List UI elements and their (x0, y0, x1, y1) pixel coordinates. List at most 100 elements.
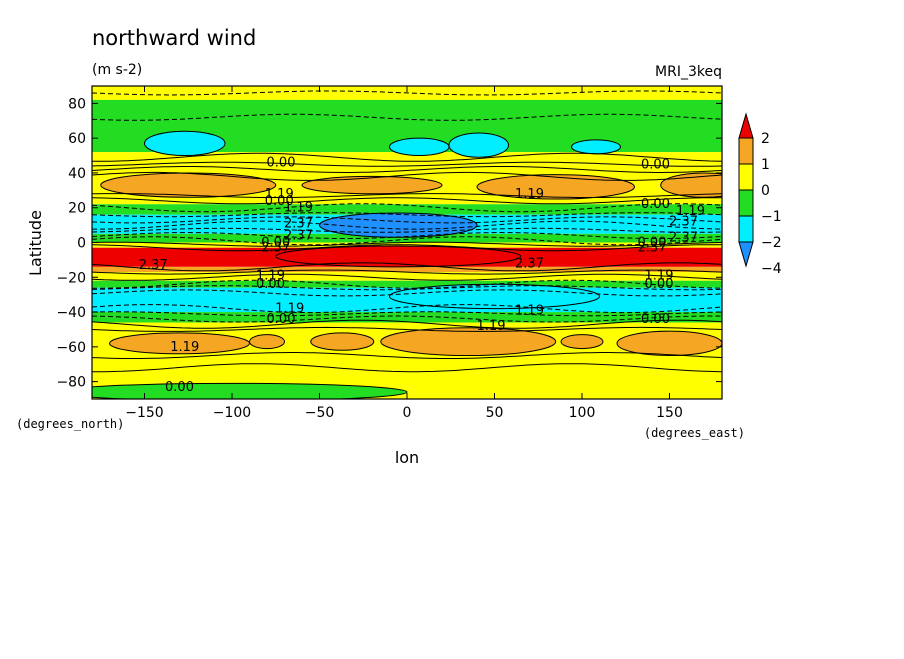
contour-lines (92, 90, 722, 373)
colorbar-segment (738, 163, 754, 191)
y-tick-label: 20 (68, 201, 86, 217)
contour-line (92, 319, 722, 329)
colorbar-segment (738, 215, 754, 243)
contour-label: 2.37 (261, 241, 290, 256)
x-axis: −150 −100 −50 0 50 100 150 (125, 86, 683, 421)
contour-line (92, 262, 722, 272)
contour-label: 0.00 (641, 312, 670, 327)
contour-region (560, 334, 604, 350)
contour-line (92, 269, 722, 275)
contour-line (92, 363, 722, 373)
contour-label: 0.00 (165, 380, 194, 395)
contour-label: 2.37 (284, 216, 313, 231)
contour-band (92, 204, 722, 215)
x-axis-label: lon (395, 448, 419, 467)
contour-label: 0.00 (645, 277, 674, 292)
contour-label: 0.00 (267, 312, 296, 327)
y-tick-label: 40 (68, 166, 86, 182)
contour-label: 1.19 (515, 187, 544, 202)
y-tick-label: 60 (68, 131, 86, 147)
contour-band (92, 280, 722, 288)
contour-line (92, 166, 722, 173)
contour-line (92, 244, 722, 252)
plot-area (92, 86, 722, 399)
contour-label: 1.19 (265, 187, 294, 202)
contour-line (92, 304, 722, 314)
contour-line (92, 212, 722, 218)
colorbar-label: 0 (761, 183, 770, 199)
contour-line (92, 216, 722, 224)
y-tick-label: −20 (56, 270, 86, 286)
chart-title: northward wind (92, 26, 256, 50)
y-axis-label: Latitude (26, 210, 45, 276)
colorbar-label: −4 (761, 261, 782, 277)
contour-region (249, 334, 285, 350)
contour-line (92, 311, 722, 317)
y-axis: 80 60 40 20 0 −20 −40 −60 −80 (56, 96, 722, 391)
colorbar-label: −1 (761, 209, 782, 225)
contour-line (92, 113, 722, 121)
colorbar-label: 2 (761, 131, 770, 147)
contour-band (92, 233, 722, 243)
contour-line (92, 161, 722, 167)
colorbar-label: −2 (761, 235, 782, 251)
contour-label: 0.00 (638, 236, 667, 251)
y-tick-label: 0 (77, 236, 86, 252)
contour-line (92, 279, 722, 289)
contour-region (448, 132, 509, 158)
contour-line (92, 273, 722, 281)
contour-line (92, 289, 722, 297)
contour-line (92, 227, 722, 233)
contour-label: 1.19 (676, 204, 705, 219)
contour-band (92, 272, 722, 281)
colorbar-arrow-bottom (738, 241, 754, 268)
x-tick-label: −50 (305, 405, 335, 421)
contour-label: 1.19 (275, 302, 304, 317)
contour-label: 2.37 (669, 215, 698, 230)
contour-line (92, 152, 722, 162)
x-tick-label: −150 (125, 405, 163, 421)
contour-band (92, 199, 722, 205)
contour-region (144, 130, 226, 157)
contour-line (92, 90, 722, 96)
contour-region (275, 245, 522, 268)
x-tick-label: 100 (569, 405, 596, 421)
contour-label: 2.37 (284, 229, 313, 244)
contour-band (92, 152, 722, 165)
contour-line (92, 315, 722, 323)
contour-line (92, 171, 722, 181)
contour-line (92, 352, 722, 359)
contour-line (92, 236, 722, 246)
model-label: MRI_3keq (655, 64, 722, 80)
contour-label: 2.37 (638, 241, 667, 256)
y-tick-label: −80 (56, 375, 86, 391)
contour-label: 1.19 (170, 340, 199, 355)
contour-line (92, 203, 722, 213)
contour-region (380, 327, 557, 357)
contour-line (92, 326, 722, 332)
contour-label: 0.00 (265, 194, 294, 209)
contour-label: 1.19 (515, 303, 544, 318)
contour-line (92, 241, 722, 247)
contour-label: 1.19 (477, 319, 506, 334)
contour-label: 1.19 (645, 269, 674, 284)
contour-label: 1.19 (284, 201, 313, 216)
contour-label: 2.37 (669, 230, 698, 245)
y-tick-label: 80 (68, 96, 86, 112)
contour-region (92, 382, 408, 399)
colorbar: 2 1 0 −1 −2 −4 (738, 112, 782, 277)
contour-label: 0.00 (256, 277, 285, 292)
colorbar-arrow-top (738, 112, 754, 139)
colorbar-segment (738, 189, 754, 217)
contour-label: 1.19 (256, 269, 285, 284)
contour-region (389, 137, 450, 157)
y-units: (degrees_north) (16, 417, 124, 431)
contour-label: 0.00 (641, 157, 670, 172)
colorbar-label: 1 (761, 157, 770, 173)
contour-region (616, 330, 722, 357)
contour-labels: 0.00 0.001.190.001.192.372.371.190.00 1.19… (139, 156, 705, 395)
x-tick-label: −100 (213, 405, 251, 421)
contour-region (476, 174, 635, 200)
y-tick-label: −60 (56, 340, 86, 356)
